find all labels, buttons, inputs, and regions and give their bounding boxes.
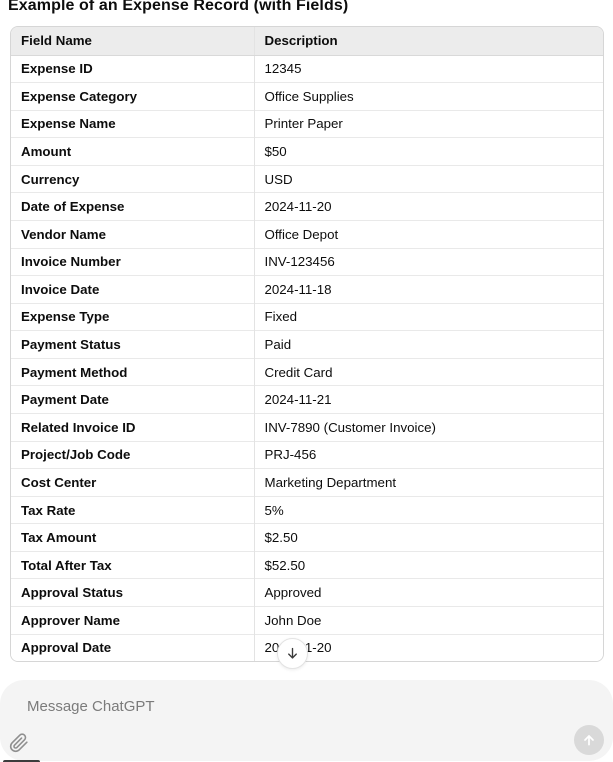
table-row: Payment Date 2024-11-21 [11, 385, 603, 414]
table-row: Approval Status Approved [11, 578, 603, 607]
description-cell: Paid [254, 330, 603, 359]
table-row: Invoice Date 2024-11-18 [11, 275, 603, 304]
table-row: Currency USD [11, 164, 603, 193]
description-cell: Office Depot [254, 219, 603, 249]
scroll-to-bottom-button[interactable] [277, 638, 308, 669]
description-cell: Office Supplies [254, 82, 603, 111]
description-cell: 2024-11-20 [254, 192, 603, 221]
description-cell: John Doe [254, 606, 603, 635]
field-name-cell: Approval Status [11, 578, 255, 607]
table-row: Payment Method Credit Card [11, 357, 603, 386]
description-cell: Credit Card [254, 357, 603, 386]
table-row: Approver Name John Doe [11, 606, 603, 635]
table-row: Vendor Name Office Depot [11, 219, 603, 249]
table-row: Tax Amount $2.50 [11, 523, 603, 552]
window-edge-sliver [3, 760, 40, 762]
table-row: Related Invoice ID INV-7890 (Customer Inv… [11, 413, 603, 442]
table-row: Tax Rate 5% [11, 495, 603, 524]
table-row: Total After Tax $52.50 [11, 550, 603, 579]
description-cell: Approved [254, 578, 603, 607]
field-name-cell: Currency [11, 164, 255, 193]
table-row: Payment Status Paid [11, 330, 603, 359]
attach-file-button[interactable] [7, 731, 31, 755]
table-row: Project/Job Code PRJ-456 [11, 440, 603, 469]
field-name-cell: Invoice Date [11, 275, 255, 304]
field-name-cell: Amount [11, 137, 255, 166]
table-row: Cost Center Marketing Department [11, 468, 603, 497]
description-cell: 2024-11-18 [254, 275, 603, 304]
field-name-cell: Approver Name [11, 606, 255, 635]
table-row: Invoice Number INV-123456 [11, 247, 603, 276]
column-header-description: Description [254, 27, 603, 56]
field-name-cell: Payment Status [11, 330, 255, 359]
field-name-cell: Approval Date [11, 633, 255, 661]
column-header-field-name: Field Name [11, 27, 255, 56]
field-name-cell: Date of Expense [11, 192, 255, 221]
paperclip-icon [9, 733, 29, 753]
send-button[interactable] [574, 725, 604, 755]
field-name-cell: Expense Type [11, 302, 255, 331]
message-input[interactable]: Message ChatGPT [27, 698, 155, 715]
table-header-row: Field Name Description [11, 27, 603, 56]
description-cell: 5% [254, 495, 603, 524]
description-cell: $2.50 [254, 523, 603, 552]
description-cell: $52.50 [254, 550, 603, 579]
field-name-cell: Cost Center [11, 468, 255, 497]
expense-record-table: Field Name Description Expense ID 12345 Ex… [10, 26, 604, 662]
field-name-cell: Vendor Name [11, 219, 255, 249]
description-cell: Printer Paper [254, 109, 603, 138]
description-cell: 2024-11-20 [254, 633, 603, 661]
field-name-cell: Related Invoice ID [11, 413, 255, 442]
description-cell: Fixed [254, 302, 603, 331]
table-row: Expense Type Fixed [11, 302, 603, 331]
field-name-cell: Project/Job Code [11, 440, 255, 469]
description-cell: Marketing Department [254, 468, 603, 497]
table-row: Expense Name Printer Paper [11, 109, 603, 138]
description-cell: 2024-11-21 [254, 385, 603, 414]
description-cell: PRJ-456 [254, 440, 603, 469]
arrow-down-icon [285, 646, 300, 661]
arrow-up-icon [581, 732, 597, 748]
field-name-cell: Tax Amount [11, 523, 255, 552]
table-row: Date of Expense 2024-11-20 [11, 192, 603, 221]
table-row: Expense Category Office Supplies [11, 82, 603, 111]
page-title: Example of an Expense Record (with Field… [8, 0, 349, 14]
table-row: Amount $50 [11, 137, 603, 166]
field-name-cell: Expense Category [11, 82, 255, 111]
field-name-cell: Total After Tax [11, 550, 255, 579]
field-name-cell: Invoice Number [11, 247, 255, 276]
table-row: Expense ID 12345 [11, 55, 603, 83]
field-name-cell: Tax Rate [11, 495, 255, 524]
description-cell: 12345 [254, 55, 603, 83]
field-name-cell: Payment Date [11, 385, 255, 414]
field-name-cell: Expense Name [11, 109, 255, 138]
description-cell: USD [254, 164, 603, 193]
message-composer[interactable]: Message ChatGPT [0, 680, 613, 761]
expense-table-body: Expense ID 12345 Expense Category Office Su… [11, 55, 603, 661]
field-name-cell: Payment Method [11, 357, 255, 386]
description-cell: INV-123456 [254, 247, 603, 276]
description-cell: $50 [254, 137, 603, 166]
field-name-cell: Expense ID [11, 55, 255, 83]
description-cell: INV-7890 (Customer Invoice) [254, 413, 603, 442]
